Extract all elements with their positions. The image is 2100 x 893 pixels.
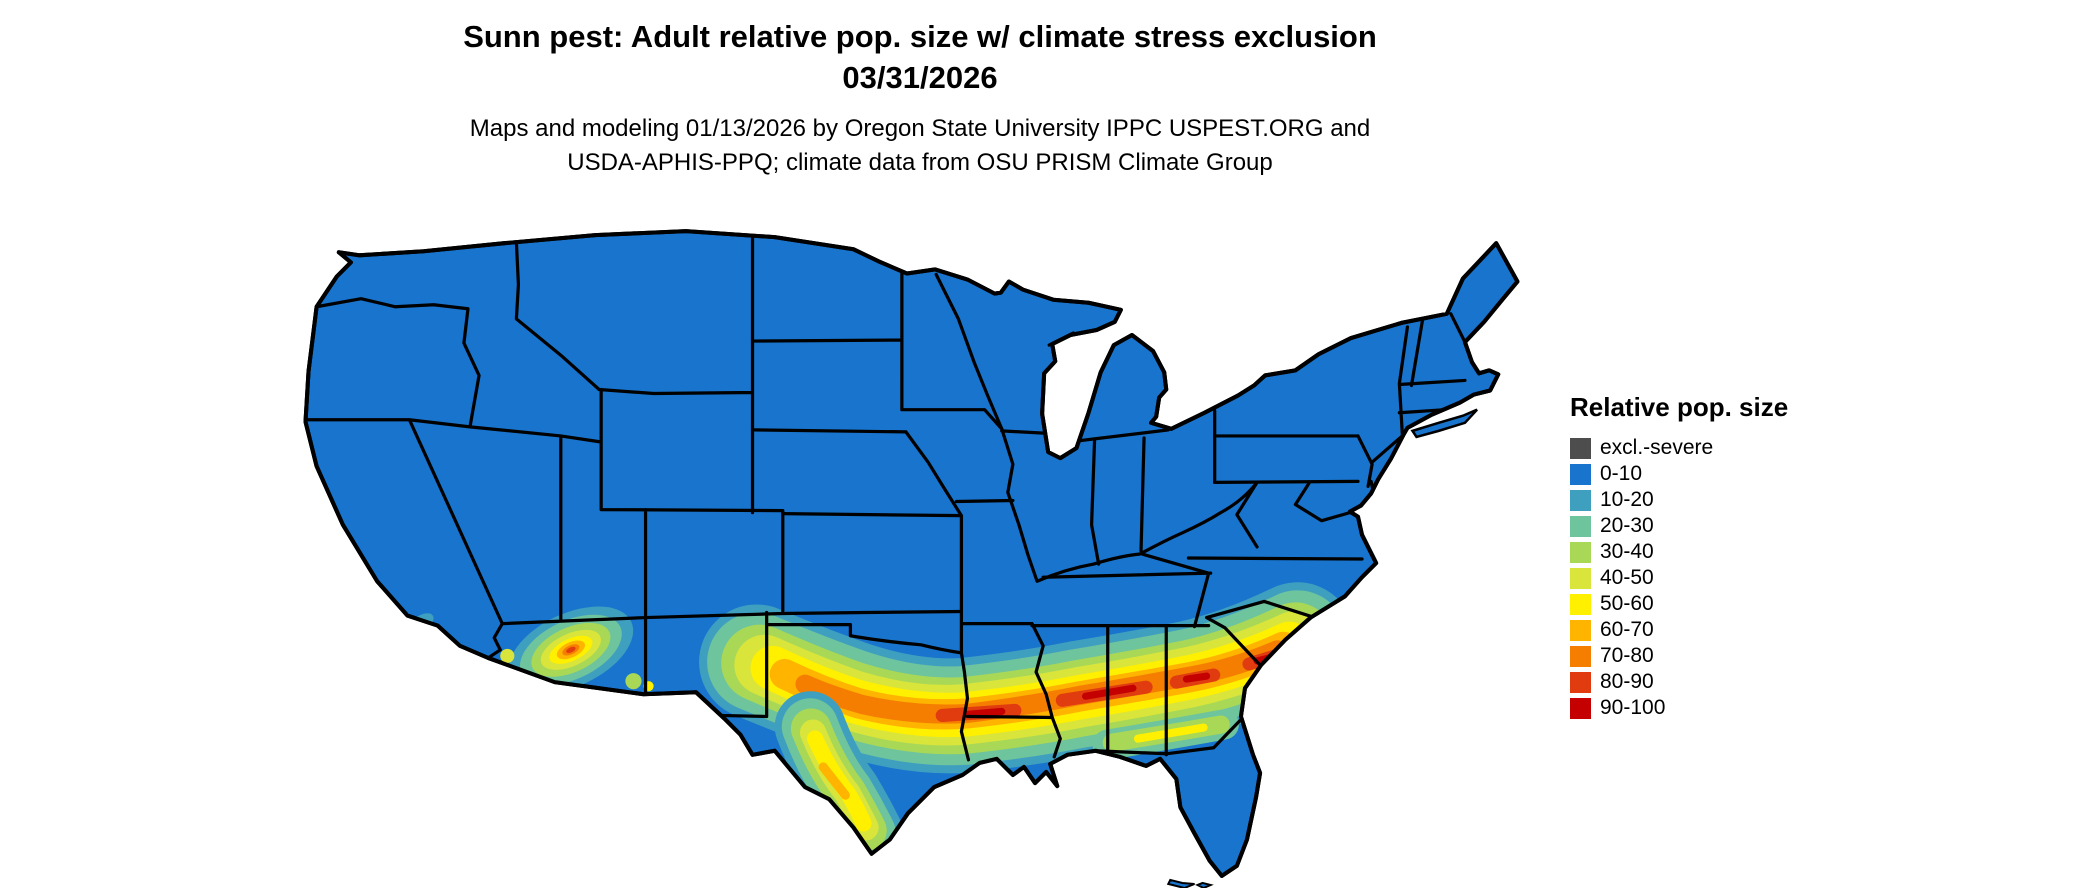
legend-swatch-40-50 xyxy=(1570,567,1591,589)
header: Sunn pest: Adult relative pop. size w/ c… xyxy=(0,16,1840,180)
us-coastline xyxy=(303,229,1520,878)
state-borders-plains xyxy=(717,250,1062,762)
legend-swatch-10-20 xyxy=(1570,489,1591,511)
legend-title: Relative pop. size xyxy=(1570,392,1789,422)
socal-20-30 xyxy=(435,641,454,656)
us-landmass xyxy=(303,229,1520,878)
legend-swatch-80-90 xyxy=(1570,671,1591,693)
legend-row: 10-20 xyxy=(1570,487,1850,513)
legend-swatch-20-30 xyxy=(1570,515,1591,537)
heat-ga-50-60 xyxy=(1133,723,1208,743)
long-island xyxy=(1410,408,1478,439)
legend-label: excl.-severe xyxy=(1600,436,1714,459)
us-map xyxy=(300,222,1532,890)
legend: Relative pop. size excl.-severe 0-10 10-… xyxy=(1570,392,1850,721)
legend-row: 20-30 xyxy=(1570,513,1850,539)
legend-row: 90-100 xyxy=(1570,695,1850,721)
legend-label: 50-60 xyxy=(1600,592,1654,615)
map-credits: Maps and modeling 01/13/2026 by Oregon S… xyxy=(0,112,1840,180)
legend-swatch-70-80 xyxy=(1570,645,1591,667)
map-title: Sunn pest: Adult relative pop. size w/ c… xyxy=(463,19,1377,54)
legend-row: 40-50 xyxy=(1570,565,1850,591)
legend-label: 20-30 xyxy=(1600,514,1654,537)
legend-label: 60-70 xyxy=(1600,618,1654,641)
legend-label: 90-100 xyxy=(1600,696,1666,719)
nm-speckle-1 xyxy=(625,673,642,690)
legend-label: 0-10 xyxy=(1600,462,1643,485)
map-credits-line1: Maps and modeling 01/13/2026 by Oregon S… xyxy=(469,115,1371,142)
legend-row: 30-40 xyxy=(1570,539,1850,565)
state-borders-west xyxy=(305,234,964,696)
legend-label: 70-80 xyxy=(1600,644,1654,667)
legend-row: 70-80 xyxy=(1570,643,1850,669)
legend-swatch-excl-severe xyxy=(1570,437,1591,459)
legend-swatch-0-10 xyxy=(1570,463,1591,485)
state-borders-south xyxy=(1030,552,1364,757)
legend-row: excl.-severe xyxy=(1570,435,1850,461)
legend-row: 50-60 xyxy=(1570,591,1850,617)
socal-60-70 xyxy=(424,630,434,639)
legend-label: 40-50 xyxy=(1600,566,1654,589)
legend-row: 0-10 xyxy=(1570,461,1850,487)
legend-row: 60-70 xyxy=(1570,617,1850,643)
az-80-90 xyxy=(566,646,576,653)
state-borders xyxy=(305,234,1471,762)
legend-row: 80-90 xyxy=(1570,669,1850,695)
legend-swatch-90-100 xyxy=(1570,697,1591,719)
legend-label: 10-20 xyxy=(1600,488,1654,511)
arizona-hotspot xyxy=(508,606,634,694)
legend-swatch-30-40 xyxy=(1570,541,1591,563)
map-credits-line2: USDA-APHIS-PPQ; climate data from OSU PR… xyxy=(567,149,1273,176)
legend-label: 80-90 xyxy=(1600,670,1654,693)
us-map-svg xyxy=(303,229,1520,890)
legend-swatch-60-70 xyxy=(1570,619,1591,641)
heat-stx-60-70 xyxy=(818,762,850,800)
yuma-speckle-1 xyxy=(500,648,515,663)
map-date: 03/31/2026 xyxy=(842,60,998,95)
florida-keys xyxy=(1166,878,1214,890)
heat-layers xyxy=(405,582,1355,869)
legend-swatch-50-60 xyxy=(1570,593,1591,615)
legend-label: 30-40 xyxy=(1600,540,1654,563)
